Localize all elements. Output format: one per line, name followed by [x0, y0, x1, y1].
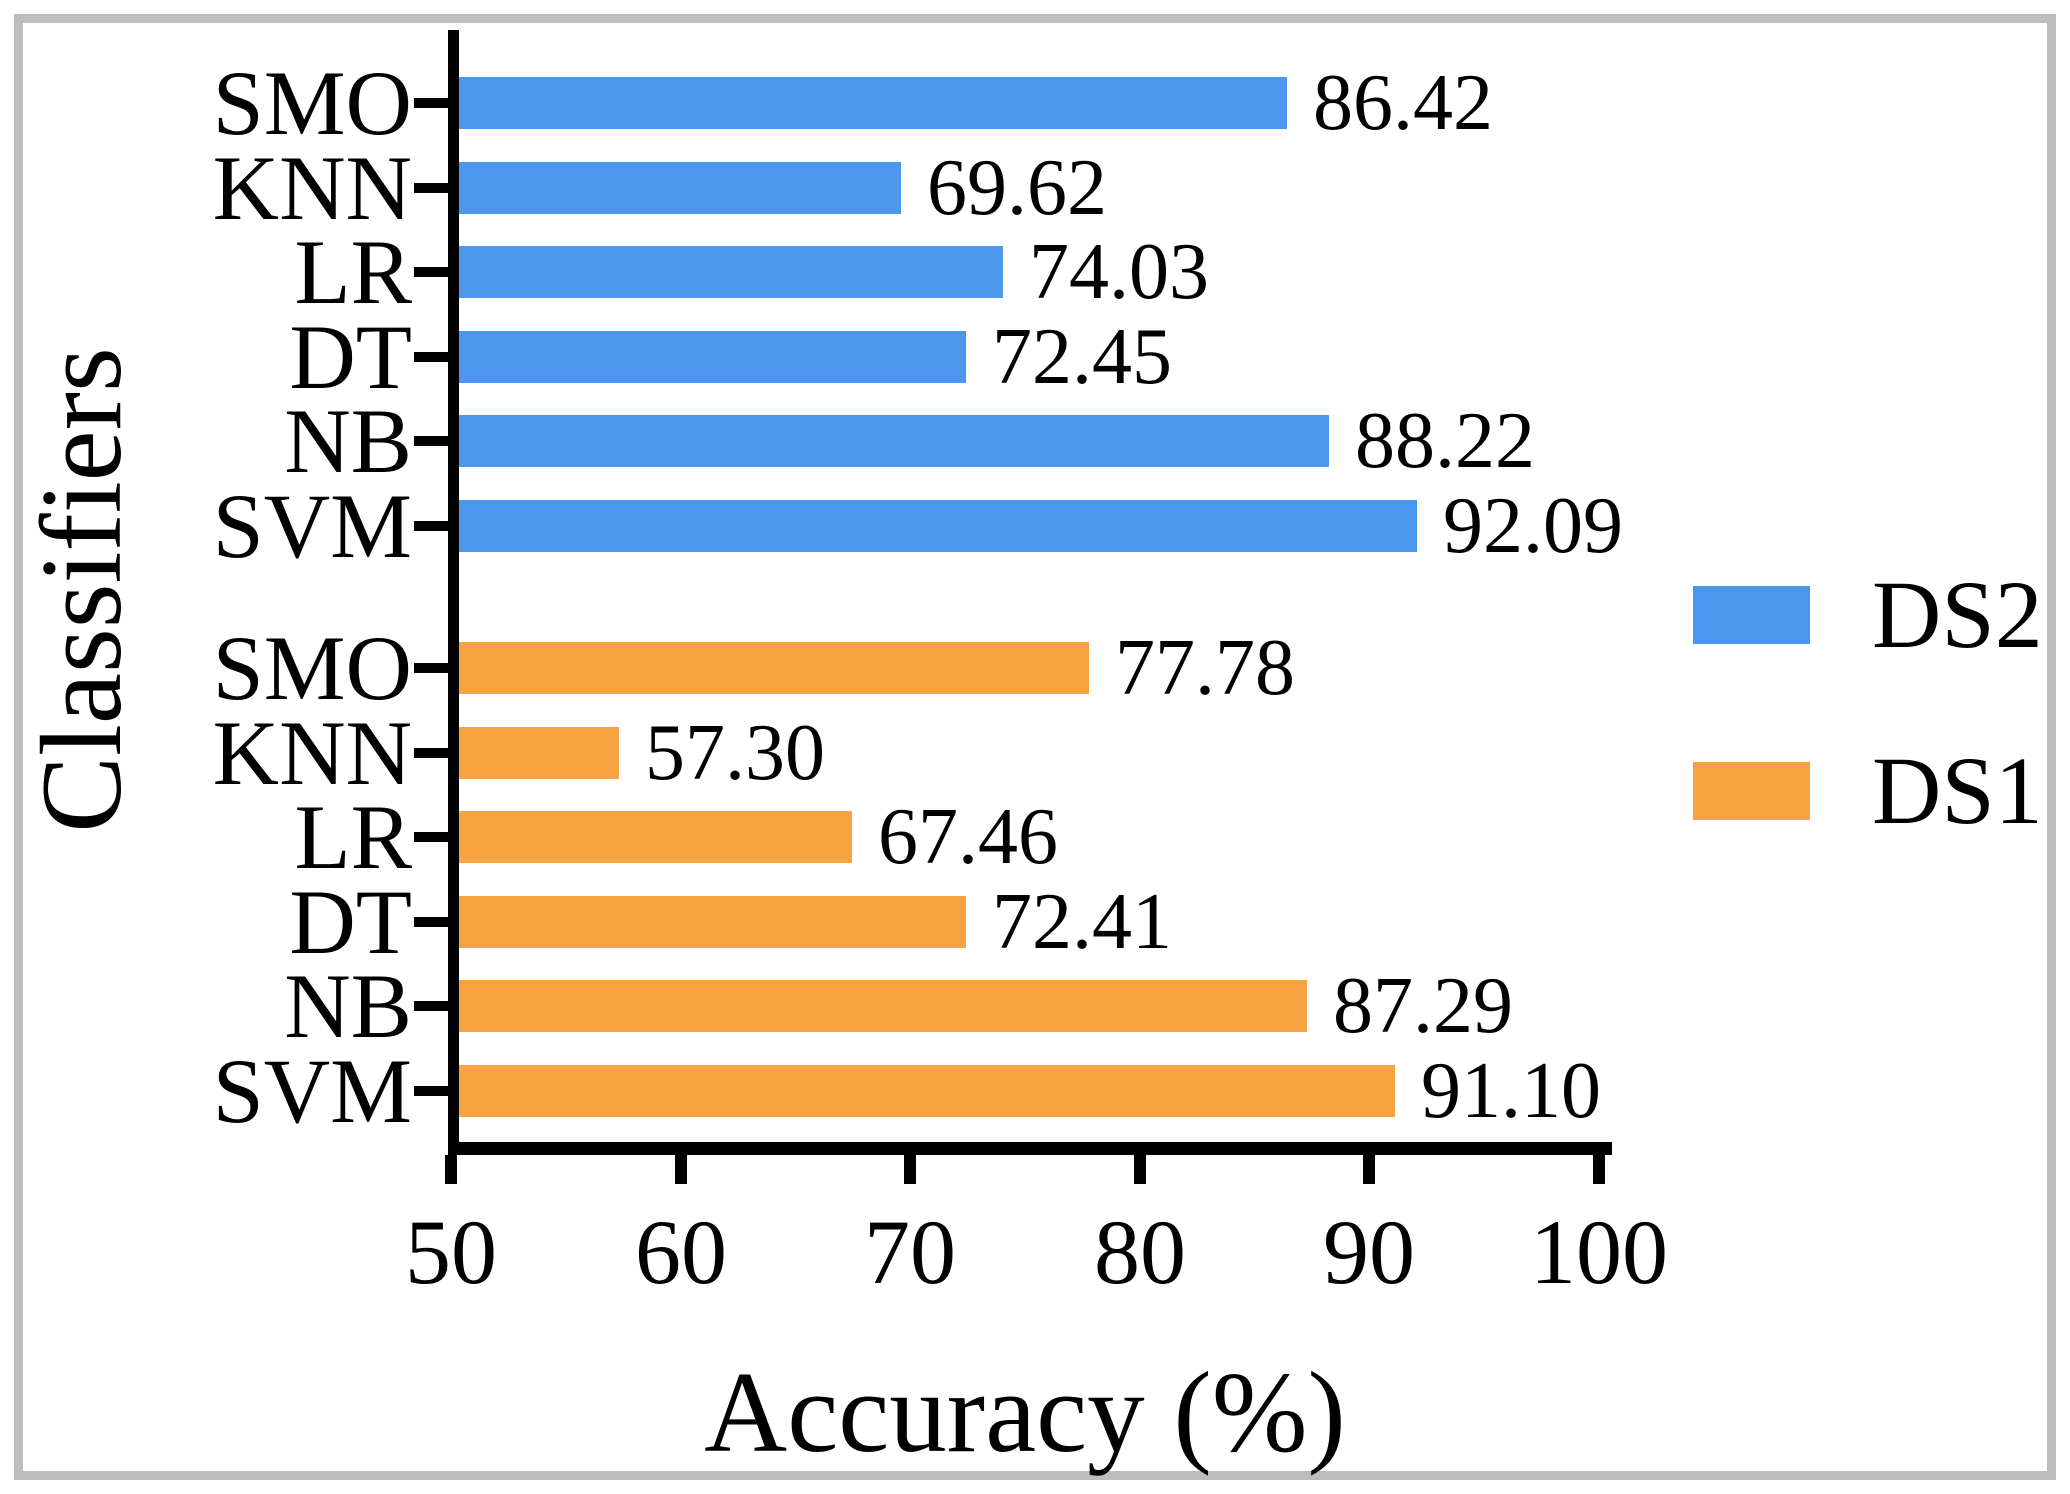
x-tick-label: 50	[405, 1201, 497, 1303]
category-label-svm: SVM	[212, 475, 412, 577]
bar-ds1-nb	[451, 980, 1307, 1032]
category-label-knn: KNN	[212, 137, 412, 239]
category-label-dt: DT	[289, 871, 412, 973]
value-label-ds1-svm: 91.10	[1421, 1047, 1601, 1135]
x-tick	[1134, 1155, 1146, 1184]
value-label-ds1-nb: 87.29	[1333, 962, 1513, 1050]
y-tick	[414, 917, 448, 927]
bar-ds1-smo	[451, 642, 1089, 694]
category-label-svm: SVM	[212, 1040, 412, 1142]
y-tick	[414, 1001, 448, 1011]
x-tick-label: 70	[864, 1201, 956, 1303]
bar-ds2-lr	[451, 246, 1003, 298]
x-tick	[675, 1155, 687, 1184]
x-tick-label: 90	[1323, 1201, 1415, 1303]
y-tick	[414, 98, 448, 108]
y-tick	[414, 183, 448, 193]
legend-swatch-ds1	[1693, 762, 1810, 820]
bar-ds2-knn	[451, 162, 901, 214]
value-label-ds2-lr: 74.03	[1029, 228, 1209, 316]
x-tick-label: 60	[635, 1201, 727, 1303]
y-tick	[414, 1086, 448, 1096]
x-tick-label: 80	[1094, 1201, 1186, 1303]
x-tick	[1363, 1155, 1375, 1184]
y-tick	[414, 748, 448, 758]
value-label-ds1-knn: 57.30	[645, 709, 825, 797]
bar-ds1-lr	[451, 811, 852, 863]
value-label-ds1-lr: 67.46	[878, 793, 1058, 881]
bar-ds1-dt	[451, 896, 966, 948]
y-tick	[414, 436, 448, 446]
y-tick	[414, 521, 448, 531]
bar-ds2-smo	[451, 77, 1287, 129]
category-label-knn: KNN	[212, 702, 412, 804]
category-label-lr: LR	[294, 221, 412, 323]
legend-swatch-ds2	[1693, 586, 1810, 644]
bar-ds1-svm	[451, 1065, 1395, 1117]
y-axis-line	[448, 30, 459, 1155]
category-label-smo: SMO	[212, 52, 412, 154]
category-label-smo: SMO	[212, 617, 412, 719]
y-tick	[414, 267, 448, 277]
value-label-ds1-smo: 77.78	[1115, 624, 1295, 712]
legend-label-ds2: DS2	[1872, 561, 2043, 668]
value-label-ds2-dt: 72.45	[992, 313, 1172, 401]
figure-frame	[14, 14, 2056, 1480]
value-label-ds2-nb: 88.22	[1355, 397, 1535, 485]
value-label-ds2-svm: 92.09	[1443, 482, 1623, 570]
y-tick	[414, 832, 448, 842]
category-label-lr: LR	[294, 786, 412, 888]
y-tick	[414, 352, 448, 362]
bar-ds2-dt	[451, 331, 966, 383]
x-tick	[1593, 1155, 1605, 1184]
category-label-nb: NB	[284, 955, 412, 1057]
legend-label-ds1: DS1	[1872, 737, 2043, 844]
y-tick	[414, 663, 448, 673]
x-tick-label: 100	[1530, 1201, 1668, 1303]
bar-ds2-svm	[451, 500, 1417, 552]
x-tick	[445, 1155, 457, 1184]
x-tick	[904, 1155, 916, 1184]
x-axis-line	[448, 1142, 1612, 1155]
category-label-nb: NB	[284, 390, 412, 492]
value-label-ds2-knn: 69.62	[927, 144, 1107, 232]
value-label-ds1-dt: 72.41	[992, 878, 1172, 966]
legend-item-ds1: DS1	[1693, 731, 2043, 851]
bar-ds2-nb	[451, 415, 1329, 467]
x-axis-title: Accuracy (%)	[704, 1349, 1346, 1476]
category-label-dt: DT	[289, 306, 412, 408]
bar-ds1-knn	[451, 727, 619, 779]
value-label-ds2-smo: 86.42	[1313, 59, 1493, 147]
legend-item-ds2: DS2	[1693, 555, 2043, 675]
